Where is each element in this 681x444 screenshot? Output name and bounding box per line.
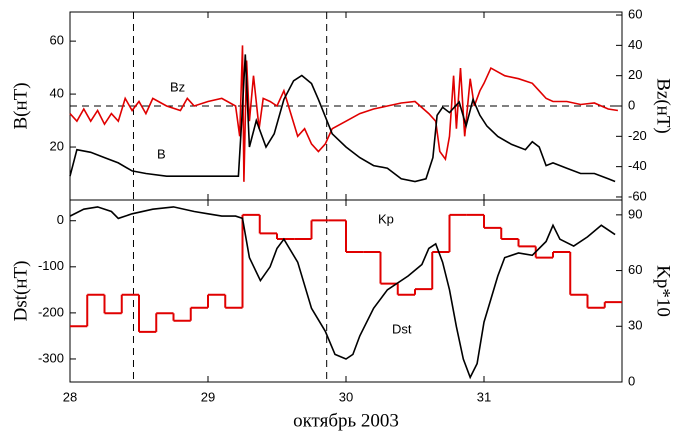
y2-tick-label: 20 — [628, 67, 642, 82]
series-label: Kp — [378, 211, 394, 226]
y-tick-label: 0 — [57, 212, 64, 227]
y2-tick-label: -20 — [628, 128, 647, 143]
series-label: B — [157, 146, 166, 161]
x-tick-label: 28 — [63, 389, 77, 404]
y-tick-label: 60 — [50, 33, 64, 48]
series-label: Dst — [392, 321, 412, 336]
y-tick-label: -200 — [38, 304, 64, 319]
y2-tick-label: 40 — [628, 37, 642, 52]
y-tick-label: -300 — [38, 350, 64, 365]
y-tick-label: 40 — [50, 86, 64, 101]
y2-tick-label: 60 — [628, 262, 642, 277]
y-axis-label: Dst(нТ) — [10, 261, 31, 322]
y2-tick-label: -60 — [628, 188, 647, 203]
y-tick-label: 20 — [50, 138, 64, 153]
y2-tick-label: 0 — [628, 373, 635, 388]
series-line — [69, 54, 616, 183]
x-tick-label: 31 — [477, 389, 491, 404]
y2-axis-label: Bz(нТ) — [653, 78, 674, 134]
x-axis-label: октябрь 2003 — [293, 410, 399, 431]
y2-tick-label: 90 — [628, 206, 642, 221]
series-label: Bz — [170, 79, 185, 94]
series-line — [69, 45, 619, 182]
y2-tick-label: -40 — [628, 158, 647, 173]
y2-tick-label: 60 — [628, 6, 642, 21]
y-axis-label: B(нТ) — [10, 82, 31, 129]
series-line — [69, 206, 616, 380]
y2-tick-label: 0 — [628, 97, 635, 112]
y2-tick-label: 30 — [628, 318, 642, 333]
y-tick-label: -100 — [38, 258, 64, 273]
x-tick-label: 30 — [339, 389, 353, 404]
y2-axis-label: Kp*10 — [653, 265, 674, 317]
x-tick-label: 29 — [201, 389, 215, 404]
